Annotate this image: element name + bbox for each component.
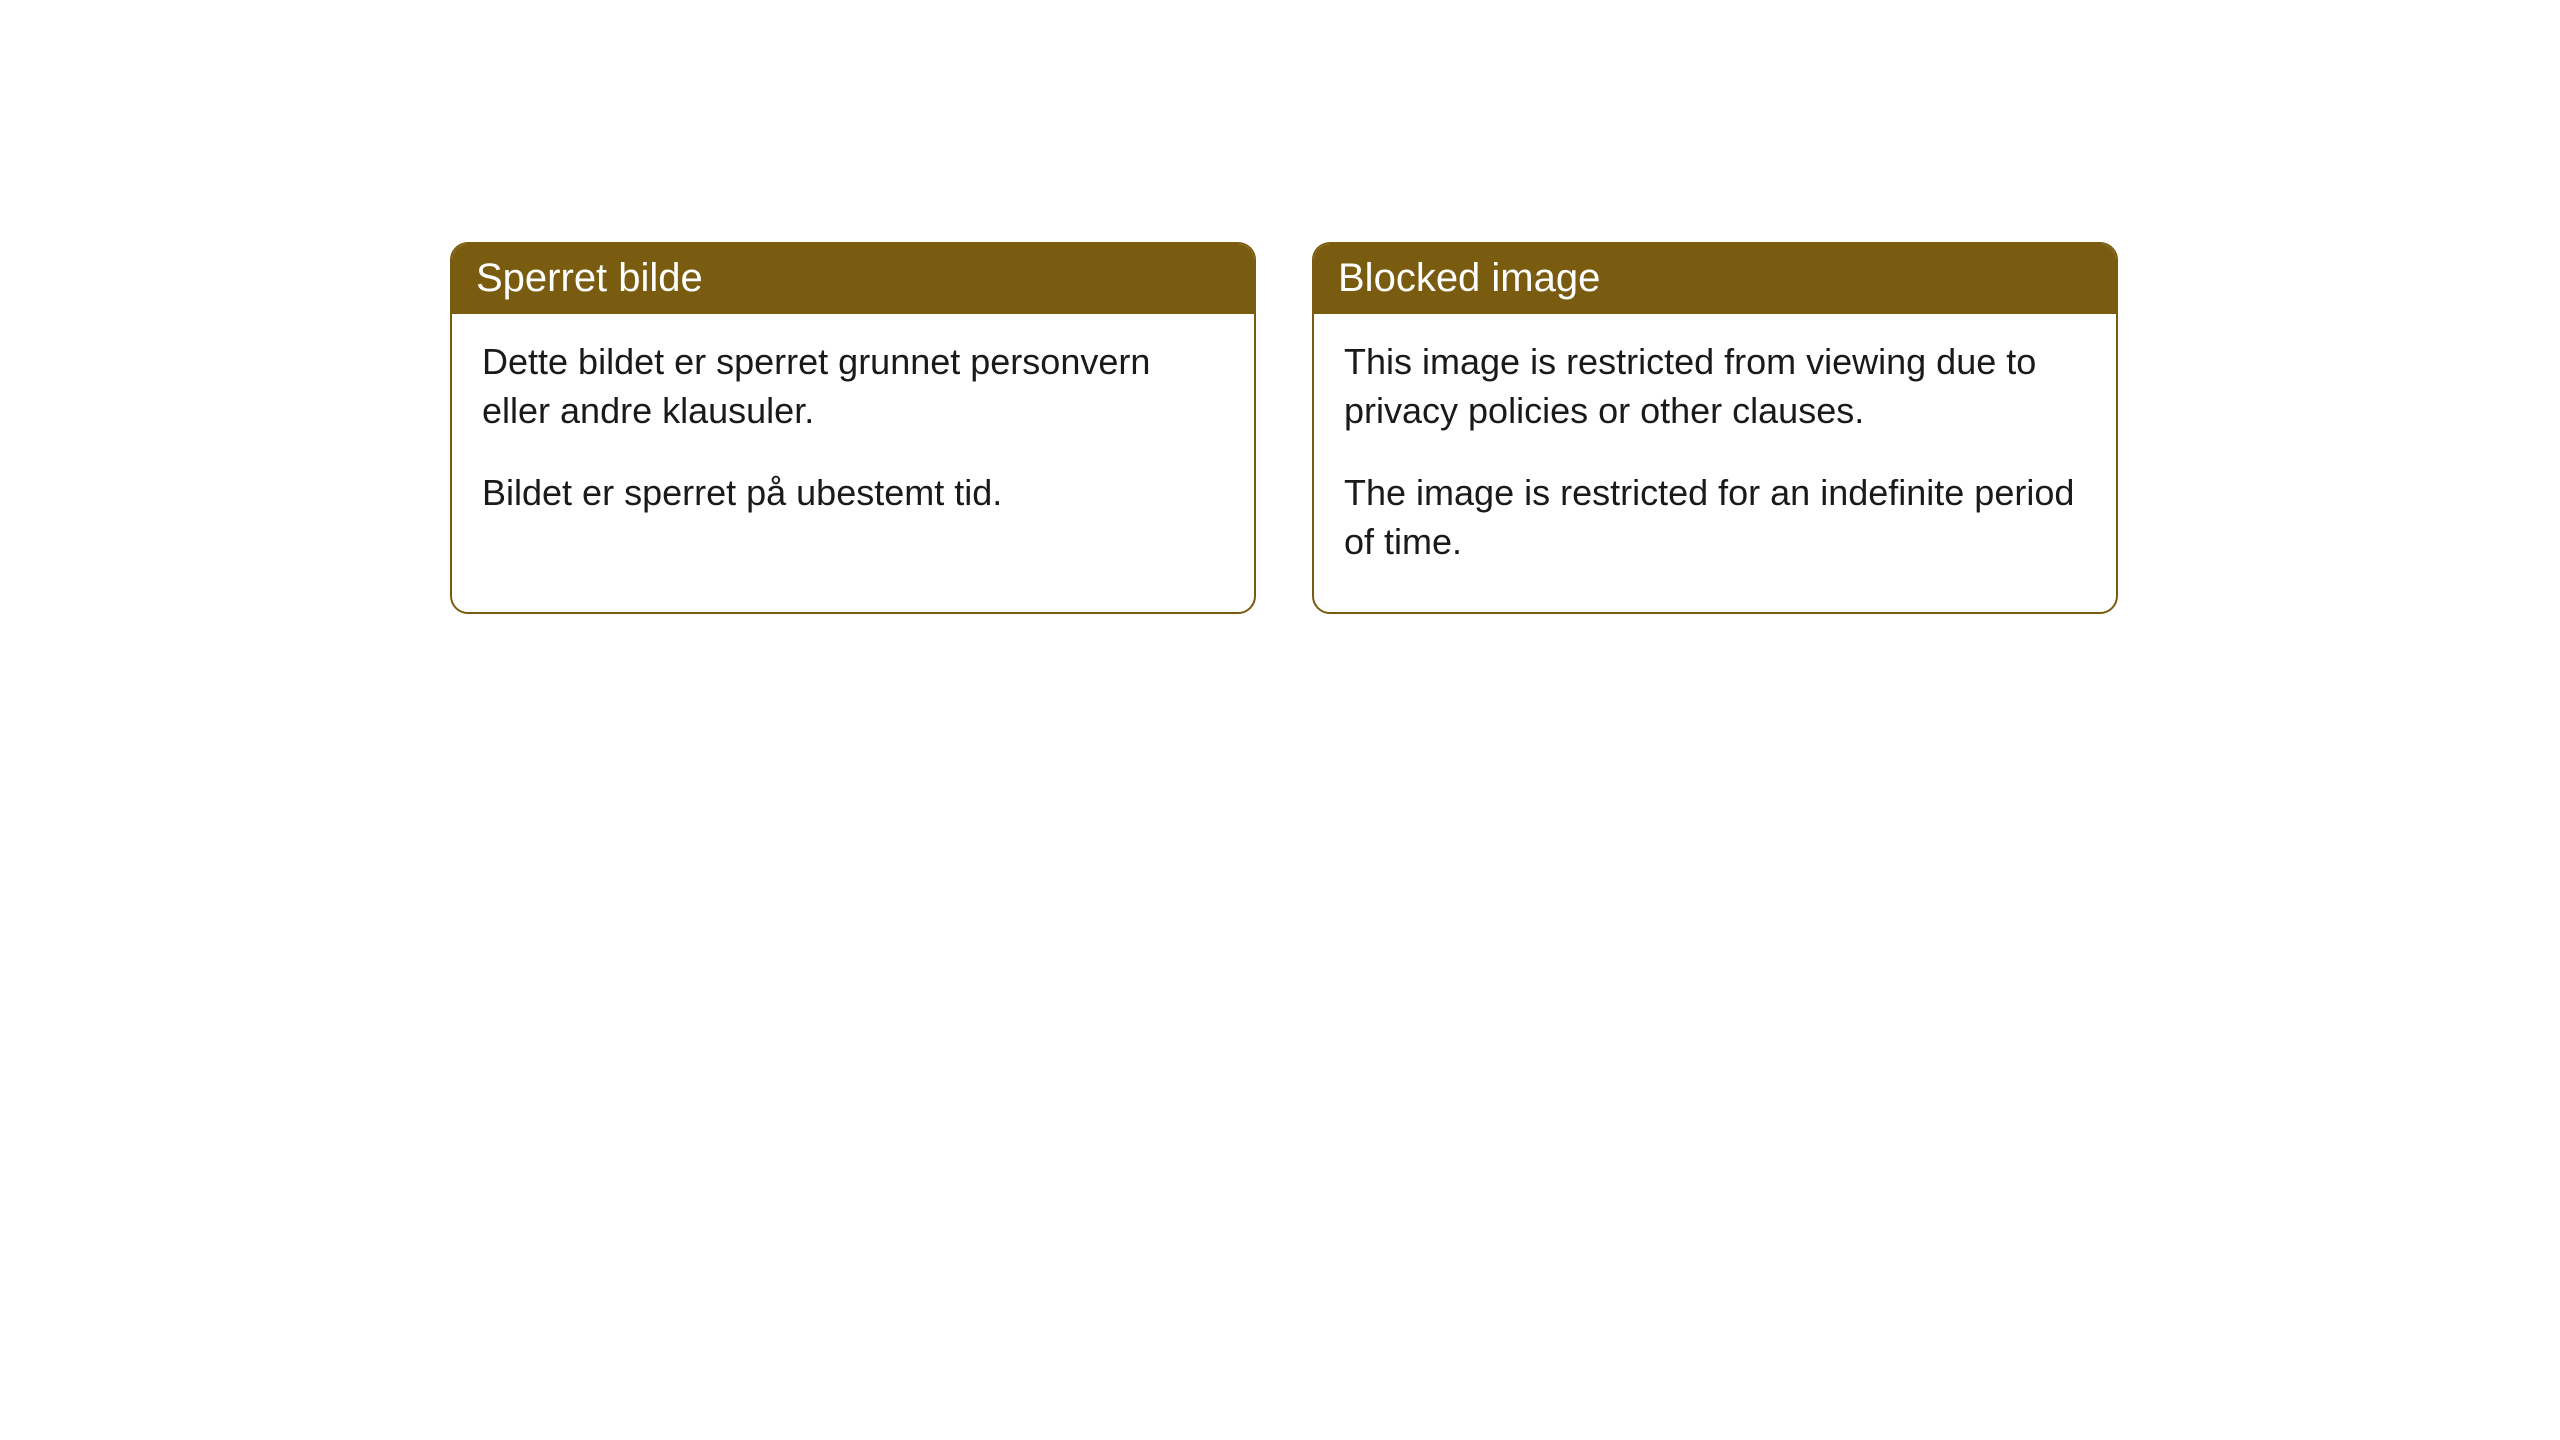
- card-header: Blocked image: [1314, 244, 2116, 314]
- card-header: Sperret bilde: [452, 244, 1254, 314]
- card-english: Blocked image This image is restricted f…: [1312, 242, 2118, 614]
- card-paragraph: Bildet er sperret på ubestemt tid.: [482, 469, 1224, 518]
- card-paragraph: Dette bildet er sperret grunnet personve…: [482, 338, 1224, 435]
- card-paragraph: This image is restricted from viewing du…: [1344, 338, 2086, 435]
- card-container: Sperret bilde Dette bildet er sperret gr…: [450, 242, 2118, 614]
- card-body: Dette bildet er sperret grunnet personve…: [452, 314, 1254, 564]
- card-body: This image is restricted from viewing du…: [1314, 314, 2116, 612]
- card-paragraph: The image is restricted for an indefinit…: [1344, 469, 2086, 566]
- card-norwegian: Sperret bilde Dette bildet er sperret gr…: [450, 242, 1256, 614]
